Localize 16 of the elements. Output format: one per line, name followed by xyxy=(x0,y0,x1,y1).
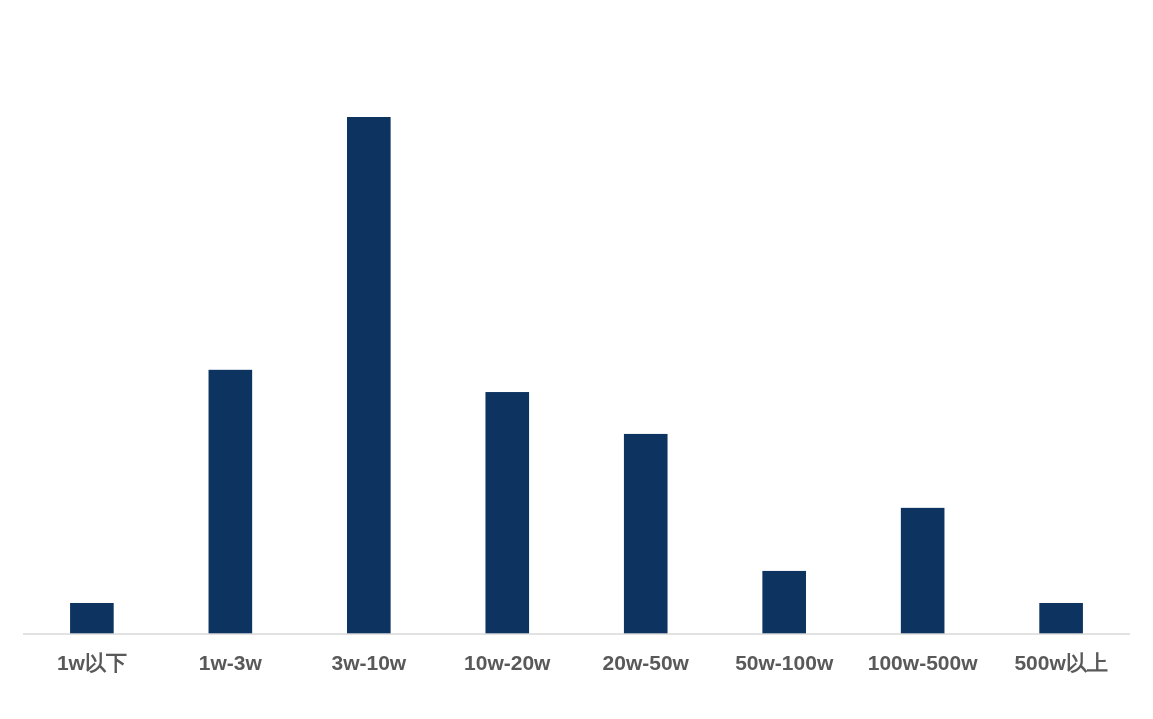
bar xyxy=(208,369,253,634)
x-tick-label: 3w-10w xyxy=(331,651,407,674)
bar xyxy=(900,507,945,634)
bar xyxy=(347,117,391,634)
bar xyxy=(70,602,114,634)
bar xyxy=(623,433,668,634)
x-tick-label: 100w-500w xyxy=(867,651,979,674)
bar xyxy=(485,392,530,634)
bar xyxy=(762,570,806,634)
bar xyxy=(1039,602,1083,634)
x-tick-label: 1w-3w xyxy=(198,651,263,674)
x-tick-label: 50w-100w xyxy=(735,651,834,674)
x-tick-label: 1w以下 xyxy=(56,651,127,674)
x-tick-label: 20w-50w xyxy=(602,651,690,674)
x-tick-label: 10w-20w xyxy=(464,651,552,674)
x-tick-label: 500w以上 xyxy=(1014,651,1108,674)
